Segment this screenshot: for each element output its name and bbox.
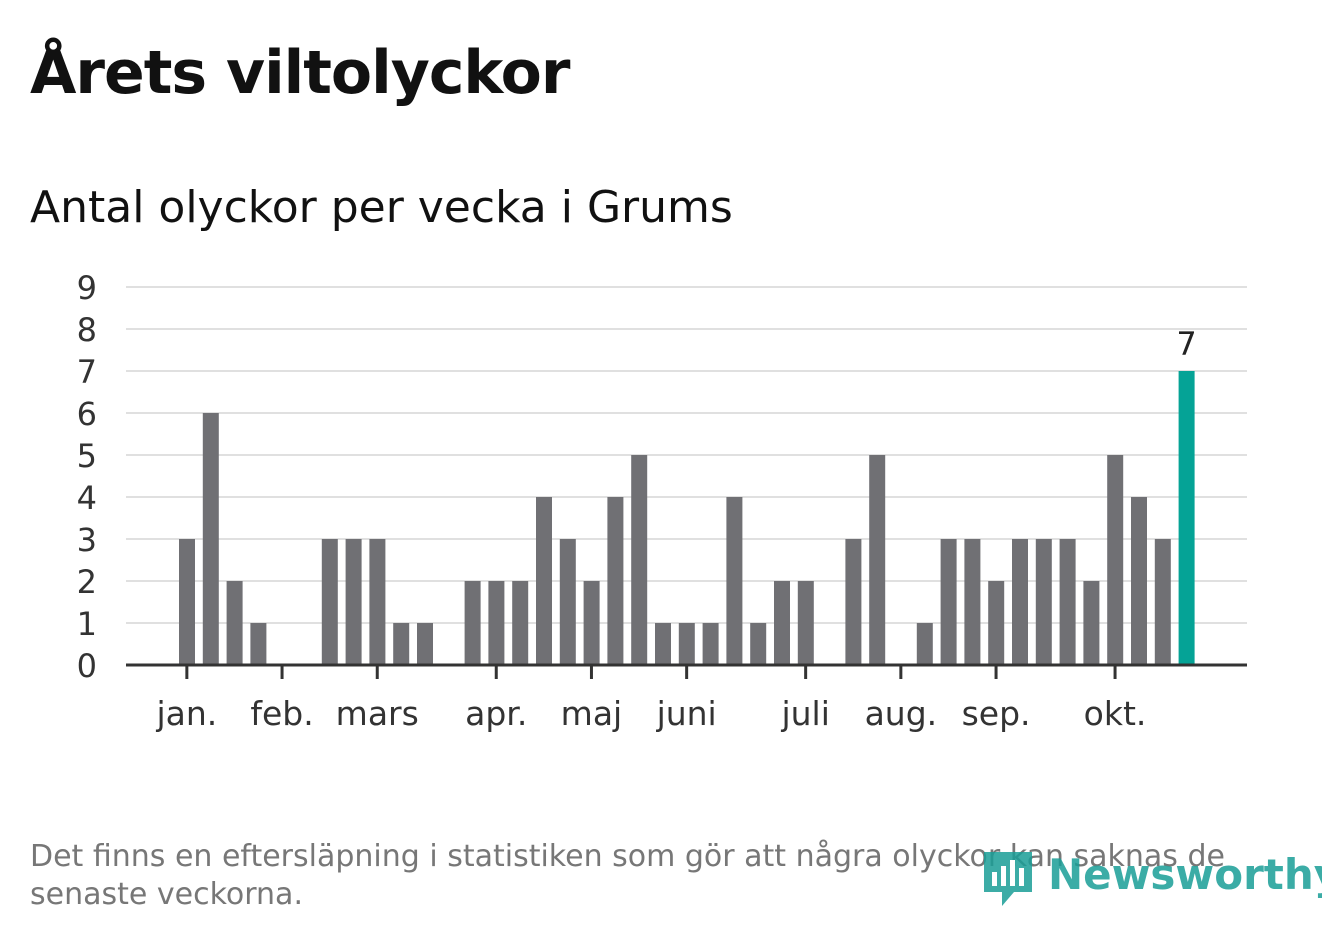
x-tick-label: apr. — [465, 694, 527, 733]
newsworthy-logo-text: Newsworthy — [1048, 850, 1322, 899]
chart-title: Årets viltolyckor — [30, 38, 570, 108]
bar — [774, 581, 790, 665]
bar — [607, 497, 624, 665]
bar — [940, 539, 957, 665]
bar — [250, 623, 267, 665]
bar — [964, 539, 981, 665]
bar — [536, 497, 552, 665]
bar — [464, 581, 481, 665]
bars — [179, 371, 1195, 665]
y-tick-label: 9 — [77, 269, 97, 307]
x-tick-label: aug. — [865, 694, 938, 733]
y-tick-label: 0 — [77, 647, 97, 685]
bar — [345, 539, 362, 665]
bar — [916, 623, 933, 665]
bar — [631, 455, 648, 665]
bar-value-label: 7 — [1176, 325, 1196, 363]
x-tick-label: juli — [780, 694, 829, 733]
bar — [869, 455, 886, 665]
bar — [1131, 497, 1147, 665]
bar — [226, 581, 243, 665]
bar — [512, 581, 529, 665]
bar-chart: 0 1 2 3 4 5 6 7 8 9 jan. feb. mars apr. maj juni juli au… — [77, 269, 1247, 733]
y-axis-ticks: 0 1 2 3 4 5 6 7 8 9 — [77, 269, 97, 685]
x-tick-label: okt. — [1084, 694, 1147, 733]
bar — [369, 539, 386, 665]
newsworthy-logo: Newsworthy — [980, 848, 1322, 914]
bar — [988, 581, 1005, 665]
newsworthy-bar-icon — [984, 852, 1032, 906]
bar — [702, 623, 719, 665]
bar — [559, 539, 576, 665]
x-axis: jan. feb. mars apr. maj juni juli aug. sep. okt. — [126, 663, 1247, 733]
y-tick-label: 3 — [77, 521, 97, 559]
bar — [1154, 539, 1171, 665]
bar — [583, 581, 600, 665]
y-tick-label: 8 — [77, 311, 97, 349]
y-tick-label: 4 — [77, 479, 97, 517]
bar — [750, 623, 767, 665]
bar — [797, 581, 814, 665]
y-tick-label: 5 — [77, 437, 97, 475]
y-tick-label: 1 — [77, 605, 97, 643]
x-tick-label: maj — [561, 694, 623, 733]
bar — [417, 623, 433, 665]
bar — [1059, 539, 1076, 665]
bar — [1083, 581, 1100, 665]
bar — [1107, 455, 1124, 665]
bar-highlighted — [1178, 371, 1195, 665]
x-tick-label: juni — [656, 694, 717, 733]
bar — [1035, 539, 1052, 665]
bar — [845, 539, 862, 665]
x-tick-label: mars — [336, 694, 419, 733]
bar — [1012, 539, 1028, 665]
bar — [655, 623, 671, 665]
x-tick-label: feb. — [250, 694, 313, 733]
bar — [179, 539, 195, 665]
y-tick-label: 2 — [77, 563, 97, 601]
data-labels: 7 — [1176, 325, 1196, 363]
bar — [678, 623, 695, 665]
y-tick-label: 6 — [77, 395, 97, 433]
bar — [393, 623, 410, 665]
chart-subtitle: Antal olyckor per vecka i Grums — [30, 182, 733, 233]
x-tick-label: jan. — [155, 694, 217, 733]
bar — [321, 539, 338, 665]
bar — [202, 413, 219, 665]
x-tick-label: sep. — [962, 694, 1031, 733]
y-tick-label: 7 — [77, 353, 97, 391]
gridlines — [126, 286, 1247, 624]
bar — [726, 497, 743, 665]
bar — [488, 581, 505, 665]
